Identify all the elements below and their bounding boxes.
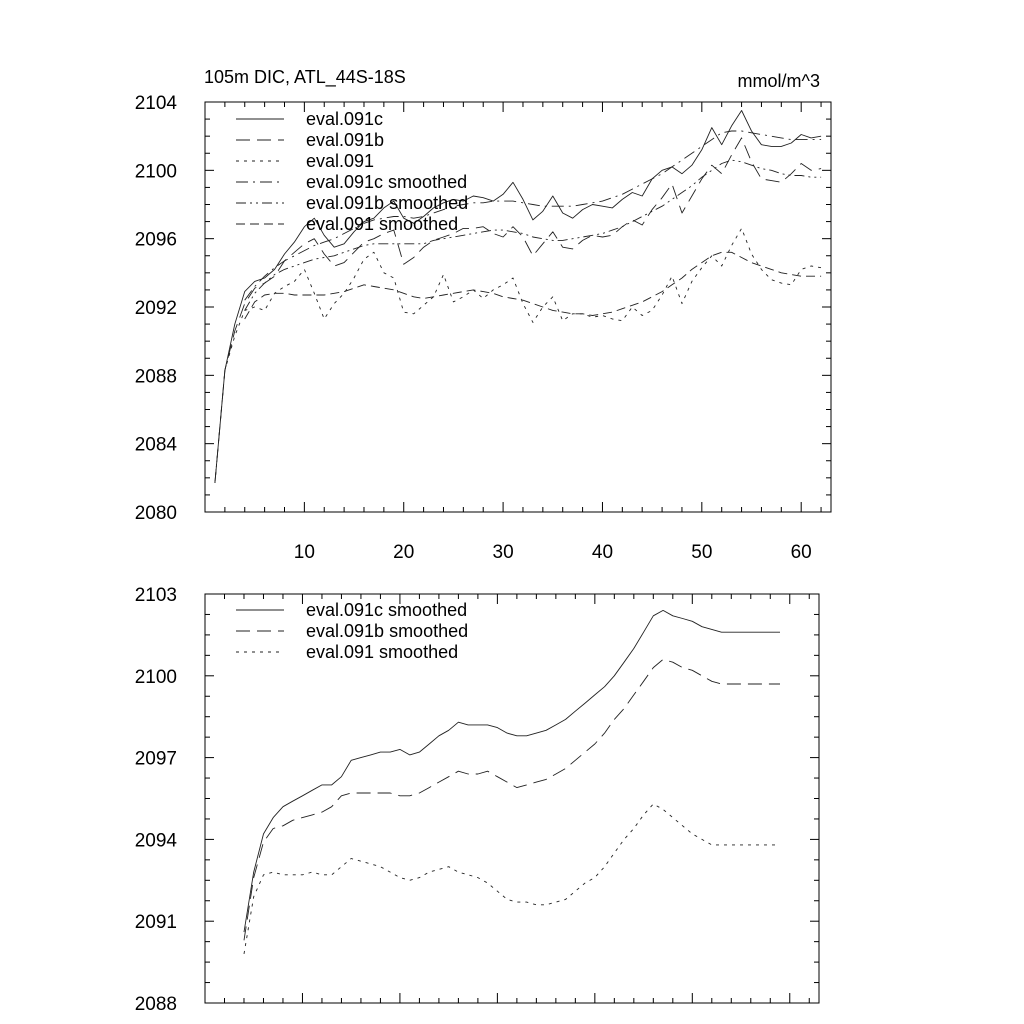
plot-frame-0 xyxy=(204,101,832,513)
x-tick-label: 20 xyxy=(393,542,414,563)
x-tick-label: 30 xyxy=(493,542,514,563)
y-tick-label: 2092 xyxy=(135,298,177,319)
series-line-eval-091c xyxy=(214,110,822,484)
units-label: mmol/m^3 xyxy=(738,71,820,91)
bottom-panel: 2088 2091 2094 2097 2100 2103 eval.091c smooth… xyxy=(135,585,820,1015)
y-tick-label: 2103 xyxy=(135,585,177,606)
series-line-eval-091b-smoothed xyxy=(244,159,822,311)
legend-label: eval.091 smoothed xyxy=(306,214,458,234)
y-tick-label: 2088 xyxy=(135,366,177,387)
y-tick-label: 2084 xyxy=(135,435,178,456)
x-tick-label: 10 xyxy=(294,542,315,563)
legend-label: eval.091b smoothed xyxy=(306,621,468,641)
legend-label: eval.091c xyxy=(306,109,383,129)
series-line-eval-091b-smoothed xyxy=(243,658,780,941)
legend-label: eval.091 xyxy=(306,151,374,171)
chart-title: 105m DIC, ATL_44S-18S xyxy=(204,67,406,88)
x-tick-label: 40 xyxy=(592,542,613,563)
y-tick-label: 2094 xyxy=(135,830,178,851)
y-tick-label: 2080 xyxy=(135,503,177,524)
series-line-eval-091c-smoothed xyxy=(243,609,780,933)
legend-label: eval.091c smoothed xyxy=(306,600,467,620)
series-line-eval-091c-smoothed xyxy=(244,130,822,301)
series-line-eval-091b xyxy=(214,137,822,484)
y-tick-label: 2091 xyxy=(135,912,177,933)
y-tick-label: 2096 xyxy=(135,230,177,251)
y-tick-label: 2097 xyxy=(135,749,177,770)
y-tick-label: 2088 xyxy=(135,994,177,1015)
legend-label: eval.091c smoothed xyxy=(306,172,467,192)
top-panel: 105m DIC, ATL_44S-18S mmol/m^3 2080 2084 2… xyxy=(135,67,832,563)
x-tick-label: 50 xyxy=(691,542,712,563)
legend-label: eval.091 smoothed xyxy=(306,642,458,662)
x-tick-label: 60 xyxy=(791,542,812,563)
series-line-eval-091-smoothed xyxy=(243,803,780,954)
y-tick-label: 2100 xyxy=(135,161,177,182)
y-tick-label: 2104 xyxy=(135,93,178,114)
legend-label: eval.091b smoothed xyxy=(306,193,468,213)
series-line-eval-091 xyxy=(214,227,822,484)
legend-label: eval.091b xyxy=(306,130,384,150)
y-tick-label: 2100 xyxy=(135,667,177,688)
